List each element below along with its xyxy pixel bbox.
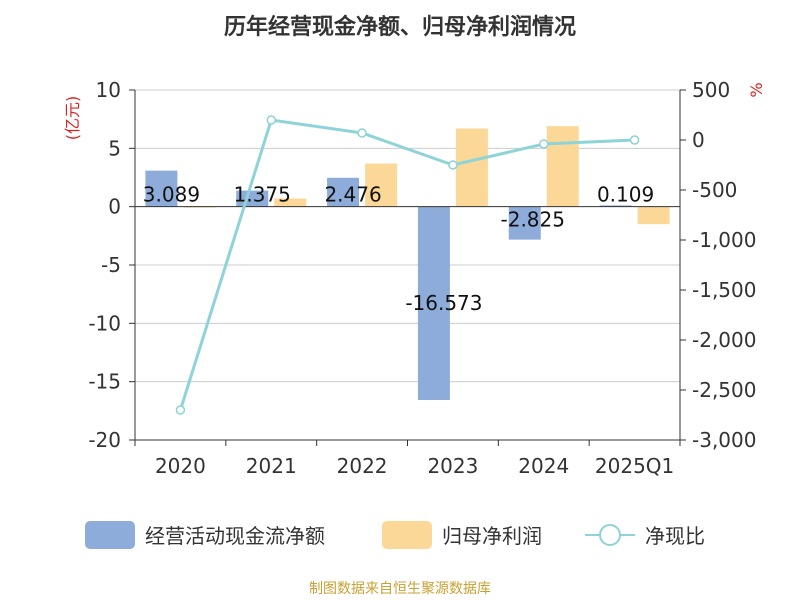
bar xyxy=(508,206,541,240)
data-label: -2.825 xyxy=(501,208,565,232)
left-tick-label: 0 xyxy=(108,195,121,219)
bar xyxy=(365,163,398,207)
right-tick-label: 0 xyxy=(692,128,705,152)
bar xyxy=(417,206,450,401)
legend-label-net-profit: 归母净利润 xyxy=(442,524,542,548)
data-label: -16.573 xyxy=(405,291,482,315)
x-tick-label: 2022 xyxy=(337,454,388,478)
right-tick-label: -500 xyxy=(692,178,737,202)
right-tick-label: -1,000 xyxy=(692,228,756,252)
legend-marker-ratio xyxy=(599,524,621,546)
legend-swatch-cash-flow xyxy=(85,521,135,549)
line-point xyxy=(539,139,549,149)
data-label: 0.109 xyxy=(597,183,654,207)
left-tick-label: -15 xyxy=(88,370,121,394)
bar xyxy=(145,170,178,207)
data-label: 2.476 xyxy=(324,183,381,207)
bars xyxy=(145,126,670,401)
data-labels: 3.089 1.375 2.476 -16.573 -2.825 0.109 xyxy=(143,183,654,315)
x-tick-label: 2023 xyxy=(427,454,478,478)
bar xyxy=(274,198,307,207)
left-tick-label: 5 xyxy=(108,136,121,160)
line-point xyxy=(629,135,640,145)
left-tick-label: -10 xyxy=(88,311,121,335)
right-tick-label: 500 xyxy=(692,78,730,102)
right-tick-label: -3,000 xyxy=(692,428,756,452)
left-tick-label: 10 xyxy=(96,78,121,102)
bar xyxy=(546,126,579,207)
x-tick-label: 2025Q1 xyxy=(595,454,674,478)
line-point xyxy=(266,115,276,125)
bar xyxy=(327,177,360,207)
x-tick-label: 2021 xyxy=(246,454,297,478)
left-tick-label: -20 xyxy=(88,428,121,452)
source-note: 制图数据来自恒生聚源数据库 xyxy=(309,581,491,597)
legend-label-cash-flow: 经营活动现金流净额 xyxy=(145,524,325,548)
ratio-line xyxy=(175,115,640,415)
ratio-line-path xyxy=(178,118,635,411)
data-label: 1.375 xyxy=(234,183,291,207)
chart-title: 历年经营现金净额、归母净利润情况 xyxy=(224,14,576,40)
bar xyxy=(455,128,488,207)
legend-swatch-net-profit xyxy=(382,521,432,549)
axes: 10 5 0 -5 -10 -15 -20 500 0 -500 -1,000 -1,500 -2,00… xyxy=(88,78,756,478)
line-point xyxy=(357,128,367,138)
x-tick-label: 2024 xyxy=(518,454,569,478)
right-tick-label: -2,500 xyxy=(692,378,756,402)
bar xyxy=(637,206,670,225)
legend-label-ratio: 净现比 xyxy=(645,524,705,548)
x-tick-label: 2020 xyxy=(155,454,206,478)
line-point xyxy=(448,160,458,170)
right-axis-label: % xyxy=(747,82,766,97)
line-point xyxy=(175,405,186,415)
right-tick-label: -1,500 xyxy=(692,278,756,302)
data-label: 3.089 xyxy=(143,183,200,207)
bar xyxy=(599,205,632,207)
left-axis-label: (亿元) xyxy=(63,96,82,141)
legend: 经营活动现金流净额 归母净利润 净现比 xyxy=(85,521,705,549)
left-tick-label: -5 xyxy=(101,253,121,277)
right-tick-label: -2,000 xyxy=(692,328,756,352)
